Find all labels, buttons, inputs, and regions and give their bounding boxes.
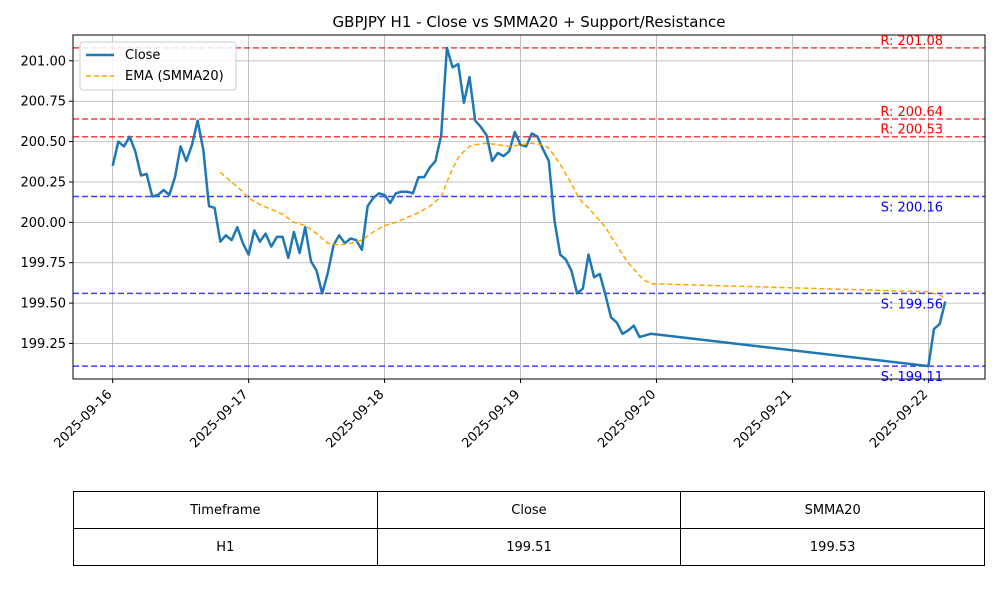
y-tick-label: 200.25 [21,175,67,190]
support-label: S: 199.56 [881,297,943,312]
legend-ema-label: EMA (SMMA20) [125,69,224,84]
close-series-line [111,46,947,368]
table-header-timeframe: Timeframe [73,491,378,529]
x-tick-label: 2025-09-16 [51,387,115,451]
table-header-row: Timeframe Close SMMA20 [73,491,985,529]
y-tick-label: 200.75 [21,95,67,110]
table-cell-smma20: 199.53 [680,528,985,566]
x-tick-label: 2025-09-19 [459,387,523,451]
x-tick-label: 2025-09-20 [595,387,659,451]
table-cell-close: 199.51 [376,528,682,566]
legend-box [79,41,237,91]
y-tick-label: 201.00 [21,54,67,69]
y-tick-label: 199.75 [21,256,67,271]
resistance-label: R: 200.64 [880,105,943,120]
smma20-series-line [219,142,946,299]
y-tick-label: 199.50 [21,297,67,312]
x-tick-label: 2025-09-17 [187,387,251,451]
x-axis: 2025-09-16 2025-09-17 2025-09-18 2025-09-19… [51,379,931,451]
support-resistance-lines [73,47,985,367]
x-tick-label: 2025-09-21 [731,387,795,451]
y-tick-label: 200.50 [21,135,67,150]
x-tick-label: 2025-09-18 [323,387,387,451]
table-header-smma20: SMMA20 [680,491,985,529]
y-tick-label: 200.00 [21,216,67,231]
table-cell-timeframe: H1 [73,528,378,566]
support-label: S: 200.16 [881,201,943,216]
series-group [111,46,947,368]
table-row: H1 199.51 199.53 [73,528,985,566]
summary-table: Timeframe Close SMMA20 H1 199.51 199.53 [73,491,985,566]
level-labels: R: 201.08 R: 200.64 R: 200.53 S: 200.16 S: 1… [880,34,943,385]
y-tick-label: 199.25 [21,337,67,352]
legend-close-label: Close [125,48,160,63]
x-tick-label: 2025-09-22 [867,387,931,451]
resistance-label: R: 200.53 [880,123,943,138]
plot-frame [72,34,986,380]
table-header-close: Close [376,491,682,529]
chart-title: GBPJPY H1 - Close vs SMMA20 + Support/Re… [333,13,726,31]
resistance-label: R: 201.08 [880,34,943,49]
support-label: S: 199.11 [881,370,943,385]
legend: Close EMA (SMMA20) [79,41,237,91]
chart-canvas: GBPJPY H1 - Close vs SMMA20 + Support/Re… [21,13,986,451]
y-axis: 199.25 199.50 199.75 200.00 200.25 200.50 200.… [21,54,73,352]
